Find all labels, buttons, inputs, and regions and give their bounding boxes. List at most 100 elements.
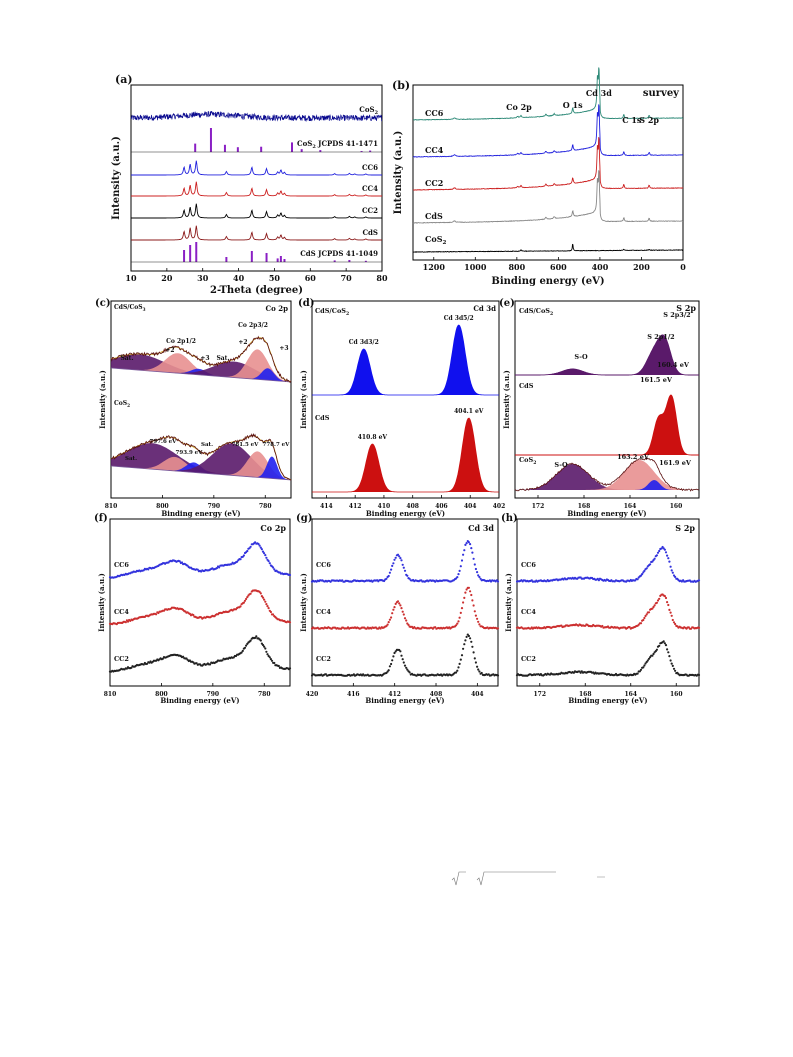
data-point [462, 553, 465, 556]
fitted-component [111, 349, 291, 382]
peak-label: Cd 3d3/2 [349, 339, 379, 346]
data-point [636, 672, 639, 675]
peak-label: Co 2p3/2 [238, 322, 268, 329]
data-point [663, 642, 667, 645]
panel-h-stacked: (h) 172 168 164 160 Binding energy (eV) Intens… [501, 513, 701, 705]
plot-title: Co 2p [266, 304, 289, 313]
data-point [385, 625, 388, 628]
data-point [259, 639, 262, 642]
data-point [400, 559, 403, 562]
x-tick-label: 160 [670, 503, 683, 510]
group-label-text: CdS/CoS [114, 304, 143, 311]
peak-annotation: C 1s [622, 115, 642, 125]
data-point [656, 599, 660, 602]
x-tick-label: 168 [578, 503, 591, 510]
data-point [666, 601, 669, 604]
peak-label: 778.7 eV [263, 442, 291, 448]
data-point [697, 579, 701, 582]
fitted-component [515, 480, 699, 490]
data-point [477, 668, 480, 671]
x-tick-label: 80 [376, 273, 388, 283]
plot-frame [130, 84, 383, 272]
data-point [462, 601, 465, 604]
group-label-sub: 2 [127, 403, 130, 408]
peak-label: 404.1 eV [454, 408, 484, 415]
data-point [658, 597, 661, 600]
fitted-component [111, 456, 291, 480]
data-point [390, 568, 393, 571]
data-point [249, 639, 252, 642]
data-point [264, 554, 267, 557]
data-point [457, 666, 460, 669]
data-point [277, 664, 280, 668]
x-tick-label: 10 [125, 273, 137, 283]
series-label: CC2 [316, 655, 331, 663]
x-tick-label: 800 [155, 691, 168, 698]
data-point [402, 566, 405, 569]
panel-label: (e) [499, 298, 515, 309]
x-tick-label: 164 [624, 503, 637, 510]
filled-peak [312, 417, 499, 493]
data-point [697, 626, 701, 630]
data-point [218, 566, 221, 569]
data-point [387, 669, 390, 672]
data-point [266, 653, 269, 656]
series-label-text: CdS [425, 211, 443, 221]
data-point [221, 659, 224, 662]
x-tick-label: 780 [259, 503, 272, 510]
panel-f-stacked: (f) 810 800 790 780 Binding energy (eV) Intens… [94, 513, 292, 705]
data-point [458, 616, 461, 619]
data-point [243, 599, 247, 602]
data-point [402, 661, 405, 664]
peak-annotation: O 1s [563, 100, 583, 110]
data-point [257, 542, 260, 546]
data-point [393, 558, 396, 561]
series-label-text: CC6 [316, 561, 331, 569]
x-tick-label: 30 [197, 273, 209, 283]
data-point [267, 607, 270, 610]
data-point [265, 556, 268, 559]
data-point [258, 590, 261, 594]
fitted-component [111, 354, 291, 382]
data-point [668, 608, 671, 612]
series-label: CC6 [316, 561, 331, 569]
data-point [391, 612, 394, 615]
data-point [671, 571, 674, 574]
plot-frame [110, 300, 292, 499]
data-point [476, 571, 479, 574]
data-point [672, 621, 676, 624]
data-point [324, 673, 327, 676]
data-point [399, 604, 402, 607]
data-point [457, 620, 460, 623]
panel-d-cd3d: (d) 414 412 410 408 406 404 402 Binding energy (… [298, 298, 505, 518]
data-point [178, 560, 181, 563]
data-point [246, 549, 249, 553]
data-point [405, 619, 408, 622]
data-point [667, 603, 670, 607]
peak-label: 793.9 eV [176, 450, 204, 456]
data-point [147, 568, 150, 571]
data-point [390, 662, 393, 666]
series-label-text: CC6 [521, 561, 536, 569]
data-point [601, 624, 604, 628]
data-point [697, 673, 701, 677]
filled-peak [312, 324, 499, 396]
series-label-text: CC4 [425, 145, 444, 155]
data-point [653, 557, 656, 560]
peak-label: 410.8 eV [358, 434, 388, 441]
x-tick-label: 164 [624, 691, 637, 698]
series-label-text: CC2 [114, 655, 129, 663]
data-point [496, 580, 500, 583]
data-point [387, 574, 390, 578]
data-point [643, 569, 646, 573]
data-point [478, 670, 481, 673]
data-point [392, 608, 395, 611]
data-point [259, 546, 262, 549]
x-tick-label: 408 [430, 691, 443, 698]
y-axis-label: Intensity (a.u.) [97, 573, 106, 632]
data-point [496, 627, 500, 630]
x-tick-label: 790 [208, 503, 221, 510]
data-point [477, 620, 480, 623]
data-point [459, 658, 462, 661]
panel-label: (d) [298, 298, 314, 309]
